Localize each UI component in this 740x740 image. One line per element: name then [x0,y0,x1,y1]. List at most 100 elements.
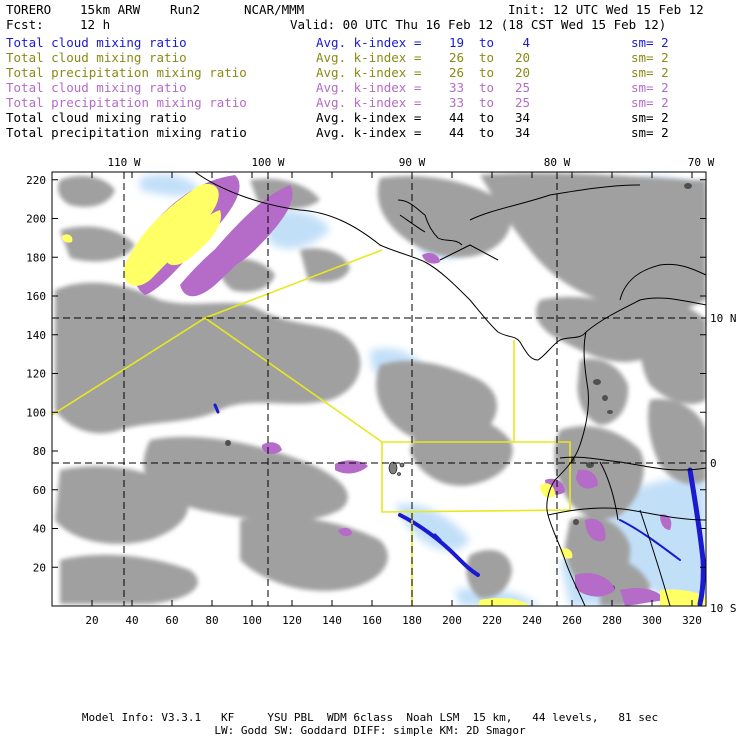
legend-name: Total precipitation mixing ratio [6,65,247,80]
legend-avg: Avg. k-index = [316,110,422,125]
legend-avg: Avg. k-index = [316,125,422,140]
legend-name: Total cloud mixing ratio [6,50,187,65]
legend-lo: 34 [514,110,530,125]
legend-sm: sm= 2 [631,95,669,110]
legend-lo: 20 [514,50,530,65]
legend-name: Total cloud mixing ratio [6,80,187,95]
x-tick-label: 320 [682,614,702,627]
x-tick-label: 140 [322,614,342,627]
x-tick-label: 80 [205,614,218,627]
x-tick-label: 240 [522,614,542,627]
x-tick-label: 180 [402,614,422,627]
model-name: TORERO [6,2,52,17]
legend-sm: sm= 2 [631,80,669,95]
coastline [194,172,706,606]
lon-label: 80 W [544,156,571,169]
legend-avg: Avg. k-index = [316,80,422,95]
legend-lo: 4 [522,35,530,50]
legend-sm: sm= 2 [631,125,669,140]
y-tick-label: 160 [26,290,46,303]
fcst-value: 12 h [80,17,111,32]
legend-row: Total cloud mixing ratio Avg. k-index = 26… [6,50,736,65]
legend-row: Total cloud mixing ratio Avg. k-index = 44… [6,110,736,125]
blue-field [213,403,706,606]
legend-name: Total precipitation mixing ratio [6,95,247,110]
y-tick-label: 200 [26,213,46,226]
x-tick-label: 120 [282,614,302,627]
legend-avg: Avg. k-index = [316,50,422,65]
x-tick-label: 200 [442,614,462,627]
legend-avg: Avg. k-index = [316,65,422,80]
latlon-grid [52,172,706,606]
y-tick-label: 20 [33,561,46,574]
longitude-labels: 110 W 100 W 90 W 80 W 70 W [107,156,714,169]
model-info-line2: LW: Godd SW: Goddard DIFF: simple KM: 2D… [214,724,526,737]
x-tick-label: 60 [165,614,178,627]
lat-label: 10 N [710,312,737,325]
legend-hi: 33 [448,95,464,110]
legend-sm: sm= 2 [631,110,669,125]
x-tick-label: 280 [602,614,622,627]
legend-sm: sm= 2 [631,35,669,50]
valid-time: Valid: 00 UTC Thu 16 Feb 12 (18 CST Wed … [290,17,667,32]
yellow-field [62,184,706,606]
y-tick-label: 80 [33,445,46,458]
legend-hi: 26 [448,65,464,80]
legend-name: Total precipitation mixing ratio [6,125,247,140]
y-tick-label: 60 [33,484,46,497]
lon-label: 90 W [399,156,426,169]
legend-sm: sm= 2 [631,50,669,65]
x-tick-labels: 20 40 60 80 100 120 140 160 180 200 220 240 260 280 30… [85,614,702,627]
legend-to: to [479,95,495,110]
x-tick-label: 100 [242,614,262,627]
model-resolution: 15km ARW [80,2,141,17]
y-tick-label: 100 [26,406,46,419]
legend-row: Total cloud mixing ratio Avg. k-index = 19… [6,35,736,50]
x-tick-label: 220 [482,614,502,627]
latitude-labels: 10 N 0 10 S [710,312,737,615]
forecast-map: 20 40 60 80 100 120 140 160 180 200 220 240 260 280 30… [26,156,737,627]
legend-to: to [479,65,495,80]
legend-lo: 25 [514,95,530,110]
x-tick-label: 40 [125,614,138,627]
legend-name: Total cloud mixing ratio [6,110,187,125]
legend-to: to [479,125,495,140]
legend-row: Total cloud mixing ratio Avg. k-index = 33… [6,80,736,95]
x-tick-label: 260 [562,614,582,627]
legend-hi: 44 [448,125,464,140]
legend-to: to [479,35,495,50]
legend-hi: 19 [448,35,464,50]
legend-avg: Avg. k-index = [316,35,422,50]
legend-lo: 25 [514,80,530,95]
legend-sm: sm= 2 [631,65,669,80]
legend-name: Total cloud mixing ratio [6,35,187,50]
run-label: Run2 [170,2,201,17]
legend-hi: 33 [448,80,464,95]
y-tick-label: 180 [26,251,46,264]
x-tick-label: 300 [642,614,662,627]
map-frame [51,171,707,607]
legend-to: to [479,50,495,65]
y-tick-label: 220 [26,174,46,187]
x-tick-label: 160 [362,614,382,627]
legend-to: to [479,80,495,95]
lat-label: 0 [710,457,717,470]
lon-label: 70 W [688,156,715,169]
fcst-label: Fcst: [6,17,44,32]
y-tick-marks [52,179,706,568]
legend-hi: 44 [448,110,464,125]
legend-row: Total precipitation mixing ratio Avg. k-i… [6,65,736,80]
lon-label: 100 W [251,156,284,169]
y-tick-label: 40 [33,523,46,536]
org-label: NCAR/MMM [244,2,305,17]
galapagos-islands [388,461,405,476]
y-tick-label: 140 [26,329,46,342]
legend-lo: 34 [514,125,530,140]
x-tick-label: 20 [85,614,98,627]
legend-row: Total precipitation mixing ratio Avg. k-i… [6,95,736,110]
lon-label: 110 W [107,156,140,169]
legend-row: Total precipitation mixing ratio Avg. k-i… [6,125,736,140]
cloud-gray-field [55,172,706,606]
legend-hi: 26 [448,50,464,65]
lat-label: 10 S [710,602,737,615]
